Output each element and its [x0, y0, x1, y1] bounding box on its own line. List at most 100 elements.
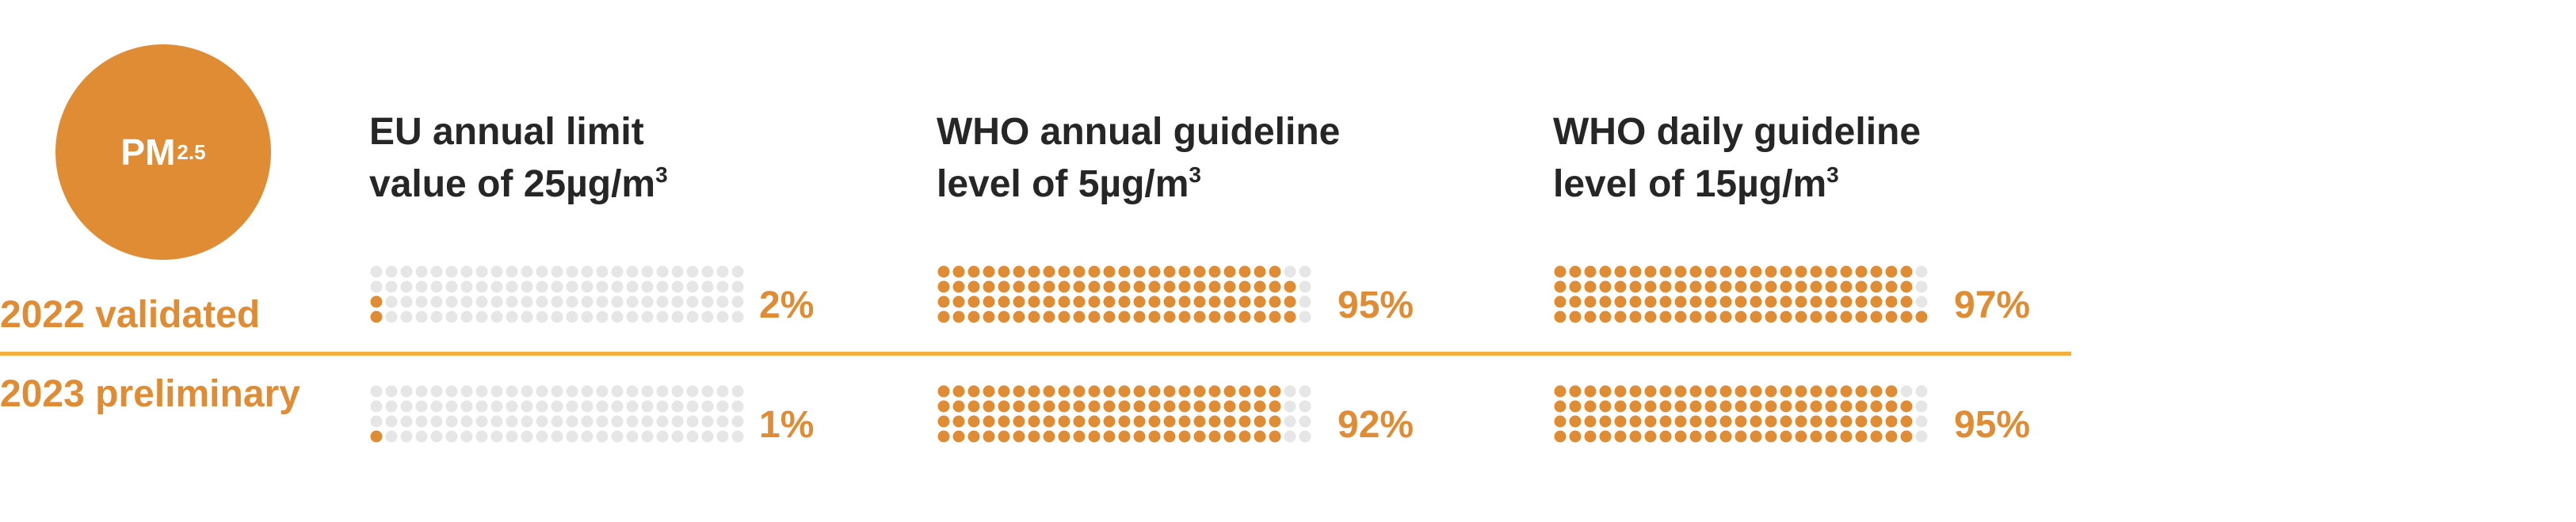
waffle-dot-filled: [1780, 385, 1792, 398]
waffle-dot-filled: [1028, 311, 1040, 323]
waffle-dot-filled: [998, 400, 1010, 413]
waffle-dot-filled: [1704, 430, 1717, 443]
waffle-dot-filled: [1569, 295, 1582, 308]
waffle-dot-empty: [656, 295, 669, 308]
waffle-dot-empty: [385, 311, 398, 323]
waffle-dot-empty: [551, 295, 563, 308]
waffle-dot-filled: [1735, 311, 1747, 323]
waffle-dot-filled: [1795, 265, 1807, 278]
waffle-dot-filled: [1148, 385, 1161, 398]
waffle-dot-empty: [370, 415, 383, 428]
waffle-dot-filled: [1058, 400, 1070, 413]
waffle-dot-filled: [1674, 265, 1687, 278]
waffle-dot-empty: [641, 430, 654, 443]
waffle-dot-filled: [1644, 295, 1657, 308]
waffle-dot-empty: [400, 415, 413, 428]
waffle-dot-filled: [1855, 311, 1868, 323]
waffle-dot-filled: [1704, 265, 1717, 278]
waffle-dot-empty: [686, 280, 699, 293]
waffle-dot-filled: [1599, 385, 1612, 398]
waffle-dot-empty: [626, 311, 639, 323]
waffle-2023-eu-annual: [370, 385, 744, 443]
waffle-dot-empty: [701, 280, 714, 293]
waffle-dot-filled: [1223, 295, 1236, 308]
waffle-dot-filled: [1659, 265, 1672, 278]
waffle-dot-filled: [1644, 280, 1657, 293]
waffle-dot-empty: [430, 265, 443, 278]
waffle-dot-filled: [1103, 265, 1116, 278]
waffle-dot-empty: [716, 280, 729, 293]
waffle-dot-empty: [1900, 385, 1913, 398]
waffle-dot-filled: [1013, 415, 1025, 428]
waffle-dot-filled: [1885, 295, 1898, 308]
waffle-dot-empty: [641, 280, 654, 293]
waffle-dot-empty: [490, 311, 503, 323]
waffle-dot-empty: [370, 385, 383, 398]
waffle-dot-filled: [1088, 280, 1101, 293]
waffle-dot-empty: [596, 280, 609, 293]
waffle-dot-empty: [731, 385, 744, 398]
waffle-dot-filled: [1238, 385, 1251, 398]
waffle-dot-filled: [1629, 311, 1642, 323]
waffle-dot-empty: [460, 280, 473, 293]
waffle-dot-filled: [1900, 280, 1913, 293]
waffle-dot-filled: [983, 400, 995, 413]
waffle-dot-empty: [415, 400, 428, 413]
waffle-dot-empty: [475, 415, 488, 428]
waffle-dot-empty: [460, 385, 473, 398]
waffle-dot-filled: [1163, 311, 1176, 323]
waffle-2022-eu-annual: [370, 265, 744, 323]
waffle-dot-filled: [1599, 400, 1612, 413]
waffle-dot-empty: [521, 311, 533, 323]
waffle-dot-filled: [1584, 265, 1597, 278]
waffle-dot-empty: [551, 400, 563, 413]
waffle-dot-filled: [1058, 295, 1070, 308]
waffle-dot-filled: [1013, 295, 1025, 308]
waffle-dot-filled: [1644, 430, 1657, 443]
waffle-dot-filled: [1178, 430, 1191, 443]
waffle-dot-empty: [626, 385, 639, 398]
waffle-dot-filled: [1554, 295, 1567, 308]
waffle-dot-filled: [1554, 280, 1567, 293]
waffle-dot-empty: [581, 311, 593, 323]
waffle-dot-empty: [460, 311, 473, 323]
waffle-dot-filled: [1073, 265, 1086, 278]
waffle-dot-filled: [1765, 430, 1777, 443]
waffle-dot-filled: [1569, 311, 1582, 323]
waffle-dot-filled: [952, 280, 965, 293]
waffle-dot-empty: [566, 415, 578, 428]
waffle-dot-filled: [1284, 311, 1296, 323]
waffle-dot-empty: [536, 415, 548, 428]
waffle-dot-filled: [1238, 430, 1251, 443]
waffle-dot-filled: [370, 311, 383, 323]
waffle-dot-empty: [1299, 295, 1311, 308]
waffle-dot-filled: [1900, 311, 1913, 323]
waffle-dot-empty: [460, 295, 473, 308]
waffle-dot-filled: [1193, 400, 1206, 413]
waffle-dot-filled: [1900, 400, 1913, 413]
waffle-dot-filled: [1088, 430, 1101, 443]
waffle-dot-empty: [596, 430, 609, 443]
waffle-dot-filled: [967, 311, 980, 323]
waffle-dot-filled: [1148, 280, 1161, 293]
waffle-dot-filled: [1870, 295, 1883, 308]
waffle-dot-empty: [566, 400, 578, 413]
waffle-dot-empty: [506, 265, 518, 278]
waffle-dot-empty: [536, 430, 548, 443]
waffle-dot-filled: [1028, 280, 1040, 293]
waffle-dot-empty: [415, 280, 428, 293]
waffle-dot-empty: [611, 400, 624, 413]
waffle-dot-empty: [536, 295, 548, 308]
waffle-dot-filled: [952, 385, 965, 398]
waffle-dot-filled: [1103, 385, 1116, 398]
waffle-dot-filled: [1689, 385, 1702, 398]
waffle-dot-empty: [686, 295, 699, 308]
waffle-dot-filled: [1554, 415, 1567, 428]
waffle-dot-filled: [1900, 295, 1913, 308]
waffle-dot-filled: [1569, 280, 1582, 293]
waffle-dot-empty: [521, 415, 533, 428]
waffle-dot-empty: [385, 400, 398, 413]
waffle-dot-filled: [1043, 265, 1055, 278]
waffle-dot-empty: [701, 265, 714, 278]
waffle-dot-filled: [1840, 415, 1853, 428]
